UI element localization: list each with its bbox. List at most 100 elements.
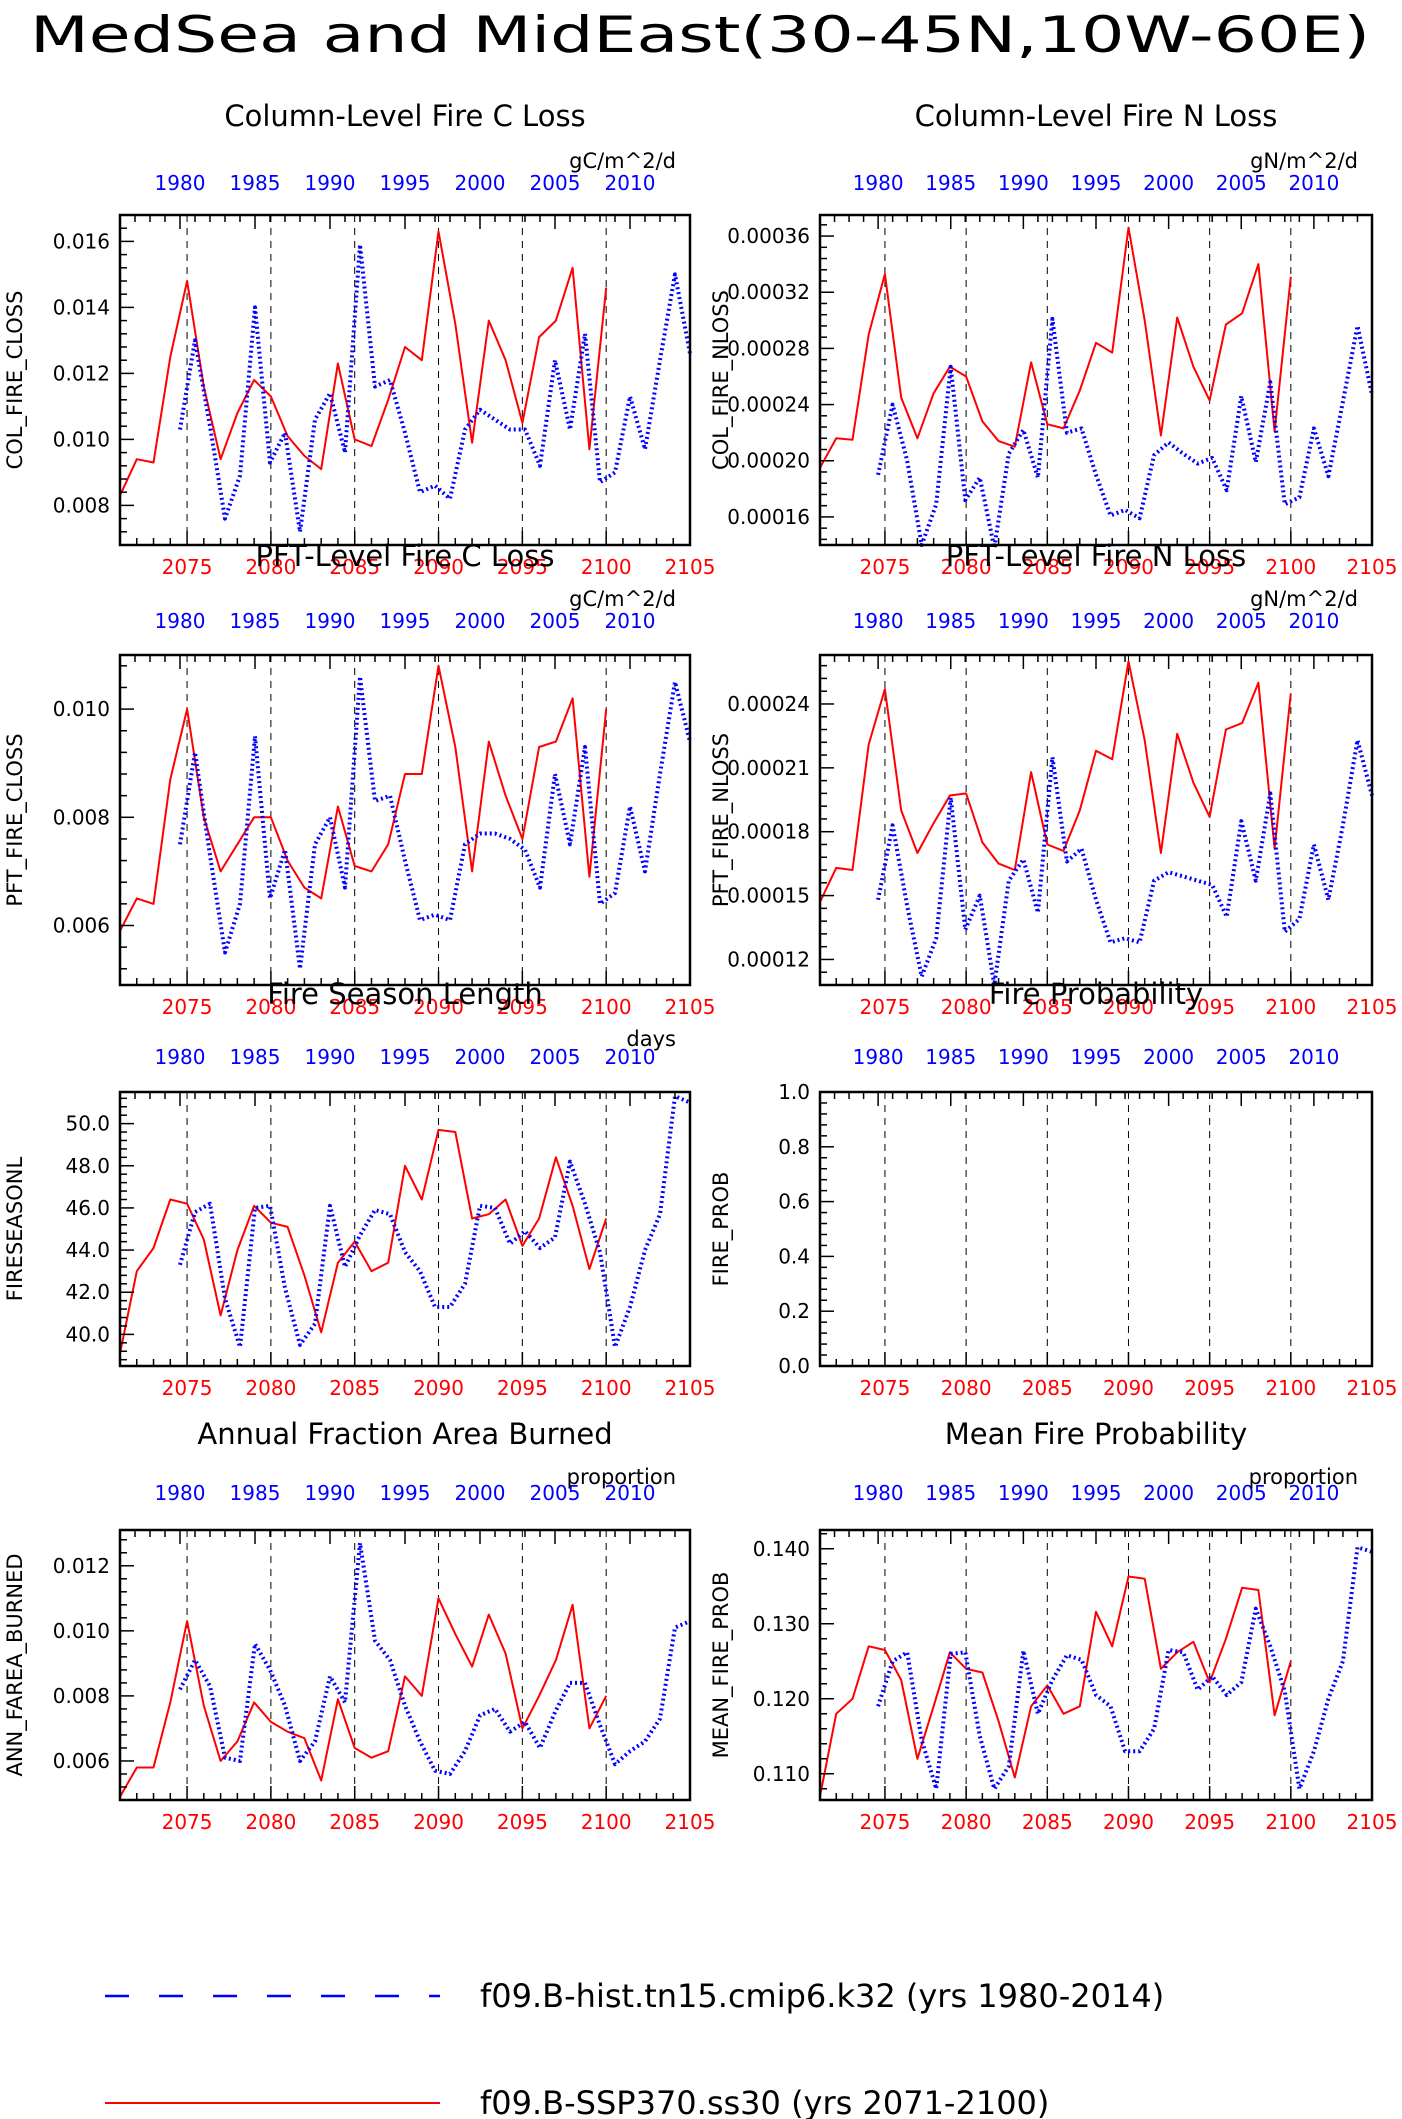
series-hist-line	[178, 1094, 691, 1349]
y-axis-label: MEAN_FIRE_PROB	[709, 1572, 734, 1759]
y-tick-label: 0.00015	[727, 884, 810, 908]
y-tick-label: 0.00024	[727, 692, 810, 716]
x-tick-label: 2075	[162, 1376, 213, 1400]
plot-frame	[818, 1090, 1374, 1368]
top-x-tick-label: 1995	[1071, 609, 1122, 633]
chart-panel-3: 2075 2080 2085 2090 2095 2100 2105 1980 1985 1990…	[3, 539, 715, 1019]
y-tick-label: 0.014	[53, 295, 110, 319]
x-tick-label: 2080	[245, 1376, 296, 1400]
top-x-tick-label: 1990	[305, 171, 356, 195]
y-tick-label: 50.0	[65, 1112, 110, 1136]
top-x-tick-label: 2000	[1143, 171, 1194, 195]
top-x-tick-label: 1995	[1071, 171, 1122, 195]
series-hist-line	[178, 674, 692, 971]
top-x-tick-label: 2010	[1288, 1045, 1339, 1069]
y-tick-label: 48.0	[65, 1154, 110, 1178]
x-tick-label: 2100	[1265, 1810, 1316, 1834]
x-tick-label: 2095	[497, 1376, 548, 1400]
x-tick-label: 2100	[1265, 995, 1316, 1019]
top-x-tick-label: 1985	[925, 1481, 976, 1505]
top-x-tick-label: 1990	[305, 1481, 356, 1505]
top-x-tick-label: 2000	[455, 609, 506, 633]
series-future-line	[119, 230, 608, 496]
x-tick-label: 2080	[245, 1810, 296, 1834]
x-tick-label: 2075	[859, 555, 910, 579]
series-future-line	[119, 1597, 608, 1798]
top-x-tick-label: 2000	[455, 1045, 506, 1069]
y-tick-label: 0.6	[778, 1190, 810, 1214]
chart-panel-5: 2075 2080 2085 2090 2095 2100 2105 1980 1985 1990…	[3, 977, 715, 1400]
top-x-tick-label: 1980	[853, 171, 904, 195]
x-tick-label: 2075	[162, 995, 213, 1019]
y-tick-label: 0.012	[53, 361, 110, 385]
x-tick-label: 2100	[581, 995, 632, 1019]
x-tick-label: 2075	[859, 1810, 910, 1834]
top-x-tick-label: 1990	[305, 609, 356, 633]
x-tick-label: 2075	[162, 1810, 213, 1834]
units-label: gN/m^2/d	[1250, 149, 1358, 173]
series-future-line	[819, 226, 1292, 469]
series-future-line	[819, 1575, 1292, 1797]
x-tick-label: 2090	[413, 1376, 464, 1400]
panel-title: Annual Fraction Area Burned	[197, 1417, 612, 1451]
top-x-tick-label: 2000	[1143, 1045, 1194, 1069]
y-tick-label: 0.2	[778, 1299, 810, 1323]
top-x-tick-label: 2005	[530, 171, 581, 195]
legend-label: f09.B-hist.tn15.cmip6.k32 (yrs 1980-2014…	[480, 1977, 1164, 2015]
x-tick-label: 2095	[497, 1810, 548, 1834]
units-label: proportion	[567, 1465, 676, 1489]
panel-title: Mean Fire Probability	[945, 1417, 1248, 1451]
y-tick-label: 0.4	[778, 1244, 810, 1268]
y-tick-label: 0.00036	[727, 224, 810, 248]
top-x-tick-label: 2000	[1143, 1481, 1194, 1505]
legend: f09.B-hist.tn15.cmip6.k32 (yrs 1980-2014…	[105, 1977, 1164, 2119]
x-tick-label: 2095	[1184, 1810, 1235, 1834]
x-tick-label: 2085	[329, 1376, 380, 1400]
x-tick-label: 2075	[859, 1376, 910, 1400]
top-x-tick-label: 1990	[305, 1045, 356, 1069]
x-tick-label: 2080	[941, 1810, 992, 1834]
x-tick-label: 2085	[1022, 1376, 1073, 1400]
y-tick-label: 0.010	[53, 427, 110, 451]
x-tick-label: 2080	[941, 995, 992, 1019]
y-tick-label: 0.016	[53, 229, 110, 253]
x-tick-label: 2105	[1347, 1810, 1398, 1834]
x-tick-label: 2105	[665, 995, 716, 1019]
panel-title: Fire Season Length	[267, 977, 542, 1011]
x-tick-label: 2090	[1103, 1376, 1154, 1400]
y-tick-label: 0.0	[778, 1354, 810, 1378]
top-x-tick-label: 1995	[1071, 1481, 1122, 1505]
top-x-tick-label: 2005	[530, 609, 581, 633]
y-axis-label: ANN_FAREA_BURNED	[3, 1553, 28, 1776]
x-tick-label: 2105	[1347, 1376, 1398, 1400]
panel-title: Column-Level Fire C Loss	[224, 99, 585, 133]
top-x-tick-label: 1985	[925, 171, 976, 195]
top-x-tick-label: 2000	[455, 171, 506, 195]
y-tick-label: 0.012	[53, 1554, 110, 1578]
top-x-tick-label: 1980	[853, 609, 904, 633]
top-x-tick-label: 2000	[1143, 609, 1194, 633]
x-tick-label: 2095	[1184, 995, 1235, 1019]
x-tick-label: 2075	[859, 995, 910, 1019]
units-label: gC/m^2/d	[569, 587, 676, 611]
top-x-tick-label: 2010	[605, 1045, 656, 1069]
top-x-tick-label: 1980	[853, 1481, 904, 1505]
top-x-tick-label: 1985	[230, 1045, 281, 1069]
units-label: gC/m^2/d	[569, 149, 676, 173]
y-axis-label: COL_FIRE_NLOSS	[709, 290, 734, 470]
y-tick-label: 0.008	[53, 805, 110, 829]
x-tick-label: 2095	[1184, 555, 1235, 579]
x-tick-label: 2100	[1265, 1376, 1316, 1400]
top-x-tick-label: 1985	[230, 1481, 281, 1505]
x-tick-label: 2085	[1022, 995, 1073, 1019]
top-x-tick-label: 2010	[1288, 171, 1339, 195]
panel-title: Column-Level Fire N Loss	[915, 99, 1278, 133]
chart-panel-7: 2075 2080 2085 2090 2095 2100 2105 1980 1985 1990…	[3, 1417, 715, 1834]
top-x-tick-label: 2005	[1216, 171, 1267, 195]
y-tick-label: 44.0	[65, 1238, 110, 1262]
x-tick-label: 2075	[162, 555, 213, 579]
x-tick-label: 2095	[497, 995, 548, 1019]
x-tick-label: 2105	[1347, 555, 1398, 579]
top-x-tick-label: 1990	[998, 171, 1049, 195]
